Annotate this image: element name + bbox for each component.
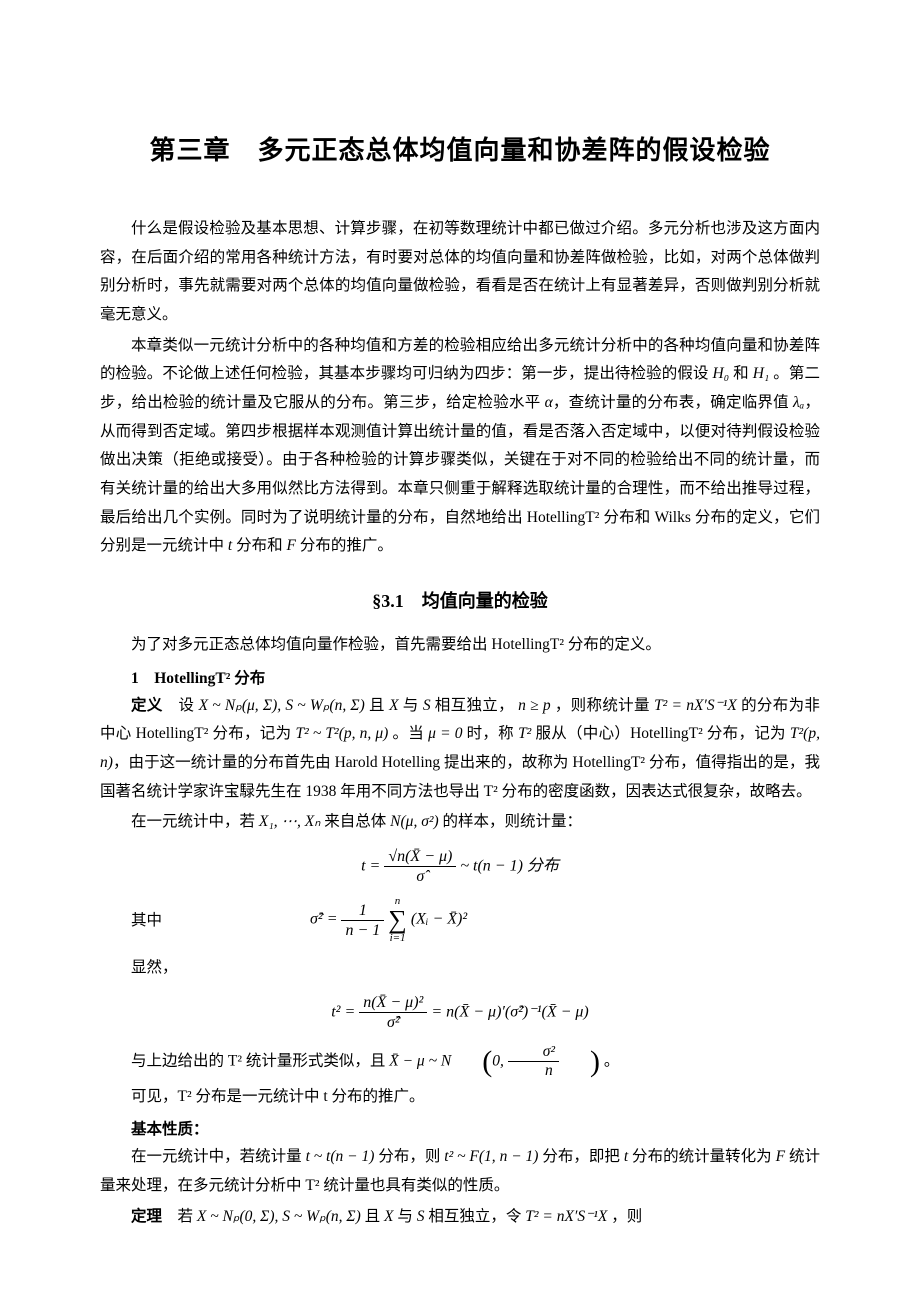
- math-expr: T² ~ T²(p, n, μ): [295, 725, 388, 742]
- formula-t-squared: t² = n(X̄ − μ)² σ̂² = n(X̄ − μ)′(σ̂²)⁻¹(…: [100, 993, 820, 1032]
- sum-body: (Xᵢ − X̄)²: [411, 911, 467, 928]
- text: 服从（中心）HotellingT² 分布，记为: [531, 725, 790, 742]
- sum-lower: i=1: [388, 933, 407, 944]
- fraction-den: σ̂: [384, 867, 456, 886]
- text: 分布的统计量转化为: [628, 1148, 775, 1165]
- fraction-num: 1: [341, 901, 384, 921]
- fraction-num: σ²: [508, 1043, 559, 1063]
- theorem-paragraph: 定理 若 X ~ Nₚ(0, Σ), S ~ Wₚ(n, Σ) 且 X 与 S …: [100, 1203, 820, 1232]
- math-expr: T²: [518, 725, 531, 742]
- text: 在一元统计中，若: [131, 813, 259, 830]
- text: 的样本，则统计量：: [439, 813, 582, 830]
- fraction-den: n: [508, 1062, 559, 1081]
- subheading-1: 1 HotellingT² 分布: [100, 666, 820, 688]
- text: 且: [365, 697, 389, 714]
- h1-symbol: H₁: [753, 365, 770, 382]
- alpha-symbol: α: [545, 394, 553, 411]
- text: 时，称: [462, 725, 518, 742]
- page: 第三章 多元正态总体均值向量和协差阵的假设检验 什么是假设检验及基本思想、计算步…: [0, 0, 920, 1313]
- fraction-num: n(X̄ − μ)²: [359, 993, 427, 1013]
- math-expr: N(μ, σ²): [390, 813, 438, 830]
- section-intro: 为了对多元正态总体均值向量作检验，首先需要给出 HotellingT² 分布的定…: [100, 631, 820, 660]
- paren-left-icon: (: [451, 1047, 492, 1077]
- math-expr: t ~ t(n − 1): [306, 1148, 375, 1165]
- math-expr: X: [389, 697, 398, 714]
- formula-lhs: t =: [361, 857, 384, 874]
- math-expr: n ≥ p: [514, 697, 555, 714]
- text: 相互独立，: [431, 697, 514, 714]
- formula-body: σ̂² = 1 n − 1 n ∑ i=1 (Xᵢ − X̄)²: [280, 896, 820, 944]
- text: 。: [600, 1052, 619, 1069]
- text: 与上边给出的 T² 统计量形式类似，且: [131, 1052, 389, 1069]
- definition-paragraph: 定义 设 X ~ Nₚ(μ, Σ), S ~ Wₚ(n, Σ) 且 X 与 S …: [100, 692, 820, 807]
- fraction: σ²n: [508, 1043, 559, 1081]
- generalization-paragraph: 可见，T² 分布是一元统计中 t 分布的推广。: [100, 1083, 820, 1112]
- intro-paragraph-1: 什么是假设检验及基本思想、计算步骤，在初等数理统计中都已做过介绍。多元分析也涉及…: [100, 215, 820, 330]
- property-paragraph: 在一元统计中，若统计量 t ~ t(n − 1) 分布，则 t² ~ F(1, …: [100, 1143, 820, 1200]
- text: ，从而得到否定域。第四步根据样本观测值计算出统计量的值，看是否落入否定域中，以便…: [100, 394, 820, 554]
- univariate-paragraph: 在一元统计中，若 X₁, ⋯, Xₙ 来自总体 N(μ, σ²) 的样本，则统计…: [100, 808, 820, 837]
- text: 。当: [388, 725, 428, 742]
- fraction: n(X̄ − μ)² σ̂²: [359, 993, 427, 1032]
- similarity-paragraph: 与上边给出的 T² 统计量形式类似，且 X̄ − μ ~ N(0, σ²n) 。: [100, 1043, 820, 1081]
- subheading-2: 基本性质：: [100, 1117, 820, 1139]
- text: 与: [399, 697, 423, 714]
- text: 和: [729, 365, 753, 382]
- text: ，由于这一统计量的分布首先由 Harold Hotelling 提出来的，故称为…: [100, 754, 820, 800]
- text: 设: [163, 697, 199, 714]
- summation: n ∑ i=1: [388, 896, 407, 944]
- section-title: §3.1 均值向量的检验: [100, 587, 820, 613]
- text: 且: [361, 1208, 384, 1225]
- text: 分布，则: [374, 1148, 444, 1165]
- text: 在一元统计中，若统计量: [131, 1148, 306, 1165]
- math-expr: F: [776, 1148, 785, 1165]
- obvious-label: 显然，: [100, 954, 820, 983]
- text: 与: [393, 1208, 416, 1225]
- math-expr: S: [423, 697, 431, 714]
- where-label: 其中: [100, 910, 280, 932]
- math-expr: t² ~ F(1, n − 1): [444, 1148, 538, 1165]
- math-expr: S: [417, 1208, 425, 1225]
- chapter-title: 第三章 多元正态总体均值向量和协差阵的假设检验: [100, 130, 820, 167]
- text: ，则: [607, 1208, 642, 1225]
- fraction-num: √n(X̄ − μ): [384, 847, 456, 867]
- fraction: 1 n − 1: [341, 901, 384, 940]
- text: 分布，即把: [538, 1148, 623, 1165]
- paren-right-icon: ): [559, 1047, 600, 1077]
- text: ，则称统计量: [555, 697, 654, 714]
- math-expr: 0,: [492, 1052, 508, 1069]
- formula-t: t = √n(X̄ − μ) σ̂ ~ t(n − 1) 分布: [100, 847, 820, 886]
- math-expr: T² = nX′S⁻¹X: [525, 1208, 607, 1225]
- fraction-den: σ̂²: [359, 1013, 427, 1032]
- formula-sigma-hat: 其中 σ̂² = 1 n − 1 n ∑ i=1 (Xᵢ − X̄)²: [100, 896, 820, 944]
- math-expr: X ~ Nₚ(0, Σ), S ~ Wₚ(n, Σ): [197, 1208, 361, 1225]
- text: 来自总体: [320, 813, 390, 830]
- math-expr: μ = 0: [428, 725, 462, 742]
- formula-lhs: σ̂² =: [310, 911, 341, 928]
- lambda-symbol: λₐ: [793, 394, 804, 411]
- intro-paragraph-2: 本章类似一元统计分析中的各种均值和方差的检验相应给出多元统计分析中的各种均值向量…: [100, 332, 820, 561]
- text: ，查统计量的分布表，确定临界值: [553, 394, 793, 411]
- text: 若: [162, 1208, 197, 1225]
- h0-symbol: H₀: [713, 365, 730, 382]
- formula-tail: ~ t(n − 1) 分布: [460, 857, 559, 874]
- fraction: √n(X̄ − μ) σ̂: [384, 847, 456, 886]
- text: 分布的推广。: [296, 537, 393, 554]
- formula-rhs: = n(X̄ − μ)′(σ̂²)⁻¹(X̄ − μ): [431, 1004, 588, 1021]
- sigma-icon: ∑: [388, 907, 407, 933]
- f-symbol: F: [286, 537, 295, 554]
- theorem-label: 定理: [131, 1208, 162, 1225]
- definition-label: 定义: [131, 697, 163, 714]
- text: 相互独立，令: [425, 1208, 526, 1225]
- math-expr: X₁, ⋯, Xₙ: [259, 813, 321, 830]
- math-expr: X̄ − μ ~ N: [389, 1052, 451, 1069]
- math-expr: X ~ Nₚ(μ, Σ), S ~ Wₚ(n, Σ): [199, 697, 365, 714]
- fraction-den: n − 1: [341, 921, 384, 940]
- text: 分布和: [232, 537, 286, 554]
- formula-lhs: t² =: [331, 1004, 359, 1021]
- math-expr: T² = nX′S⁻¹X: [654, 697, 737, 714]
